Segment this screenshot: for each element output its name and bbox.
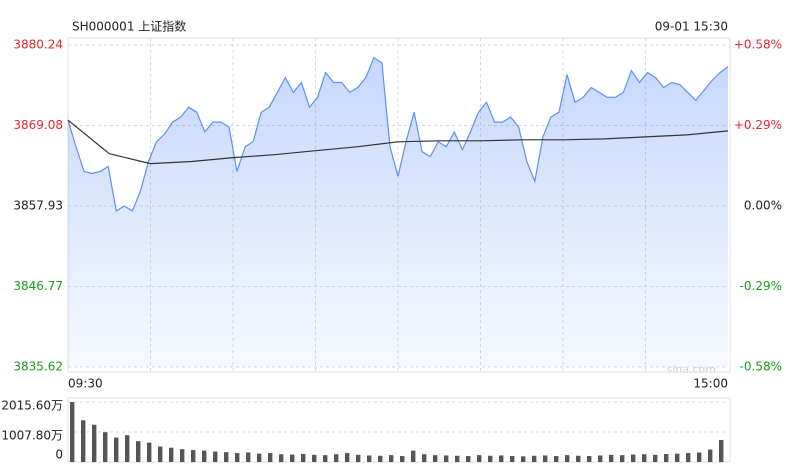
volume-bar <box>587 456 592 462</box>
price-area <box>68 57 728 368</box>
volume-bar <box>323 455 328 462</box>
volume-bar <box>609 454 614 462</box>
volume-bar <box>180 449 185 462</box>
x-tick-label: 09:30 <box>68 377 103 391</box>
y-tick-label: 3880.24 <box>13 38 63 52</box>
volume-tick-label: 1007.80万 <box>1 429 63 443</box>
volume-bar <box>356 454 361 462</box>
volume-bar <box>631 454 636 462</box>
volume-bar <box>268 453 273 462</box>
volume-bar <box>488 455 493 462</box>
volume-bar <box>367 455 372 462</box>
volume-bar <box>70 402 75 462</box>
volume-bar <box>455 455 460 462</box>
volume-bar <box>224 452 229 462</box>
volume-bar <box>532 455 537 462</box>
volume-bar <box>653 454 658 462</box>
volume-bar <box>378 455 383 462</box>
volume-bar <box>719 439 724 462</box>
y-tick-label: 3857.93 <box>13 199 63 213</box>
volume-bar <box>466 456 471 462</box>
volume-bar <box>334 454 339 462</box>
volume-bar <box>521 456 526 462</box>
volume-bar <box>576 455 581 462</box>
volume-bar <box>213 451 218 462</box>
price-line <box>67 56 729 212</box>
volume-bar <box>422 454 427 462</box>
volume-bar <box>301 453 306 462</box>
average-line <box>67 119 729 165</box>
volume-bar <box>246 452 251 462</box>
volume-bar <box>191 450 196 462</box>
volume-bar <box>554 456 559 462</box>
y-tick-label: 3869.08 <box>13 118 63 132</box>
volume-bar <box>499 455 504 462</box>
volume-bar <box>400 456 405 462</box>
volume-bar <box>158 446 163 462</box>
timestamp: 09-01 15:30 <box>655 20 728 34</box>
volume-bar <box>202 450 207 462</box>
chart-title: SH000001 上证指数 <box>72 19 186 34</box>
volume-bar <box>345 453 350 462</box>
volume-bar <box>664 453 669 462</box>
volume-bar <box>290 454 295 462</box>
volume-bar <box>675 453 680 462</box>
volume-bar <box>444 455 449 462</box>
volume-tick-label: 2015.60万 <box>1 399 63 413</box>
volume-bar <box>686 453 691 462</box>
x-tick-label: 15:00 <box>693 377 728 391</box>
volume-bar <box>510 456 515 462</box>
volume-bar <box>312 454 317 462</box>
volume-bar <box>125 435 130 462</box>
volume-bar <box>433 455 438 462</box>
volume-bar <box>92 424 97 462</box>
y2-tick-label: +0.29% <box>734 118 782 132</box>
volume-bar <box>411 450 416 462</box>
volume-bar <box>257 453 262 462</box>
volume-bar <box>103 432 108 462</box>
volume-bar <box>279 454 284 462</box>
volume-bar <box>543 455 548 462</box>
volume-bar <box>565 455 570 462</box>
volume-bar <box>477 455 482 462</box>
volume-bar <box>114 437 119 462</box>
y-tick-label: 3846.77 <box>13 279 63 293</box>
y-tick-label: 3835.62 <box>13 360 63 374</box>
volume-bar <box>708 449 713 462</box>
volume-bar <box>642 454 647 462</box>
volume-bar <box>81 420 86 462</box>
volume-bar <box>620 455 625 462</box>
y2-tick-label: -0.58% <box>740 360 782 374</box>
volume-bar <box>235 453 240 462</box>
y2-tick-label: +0.58% <box>734 38 782 52</box>
volume-bar <box>147 442 152 462</box>
volume-bar <box>697 452 702 462</box>
volume-bar <box>389 455 394 462</box>
volume-bar <box>598 455 603 462</box>
volume-frame <box>67 397 731 463</box>
volume-bar <box>169 447 174 462</box>
y2-tick-label: 0.00% <box>744 199 782 213</box>
volume-tick-label: 0 <box>55 448 63 462</box>
y2-tick-label: -0.29% <box>740 279 782 293</box>
volume-bar <box>136 441 141 462</box>
